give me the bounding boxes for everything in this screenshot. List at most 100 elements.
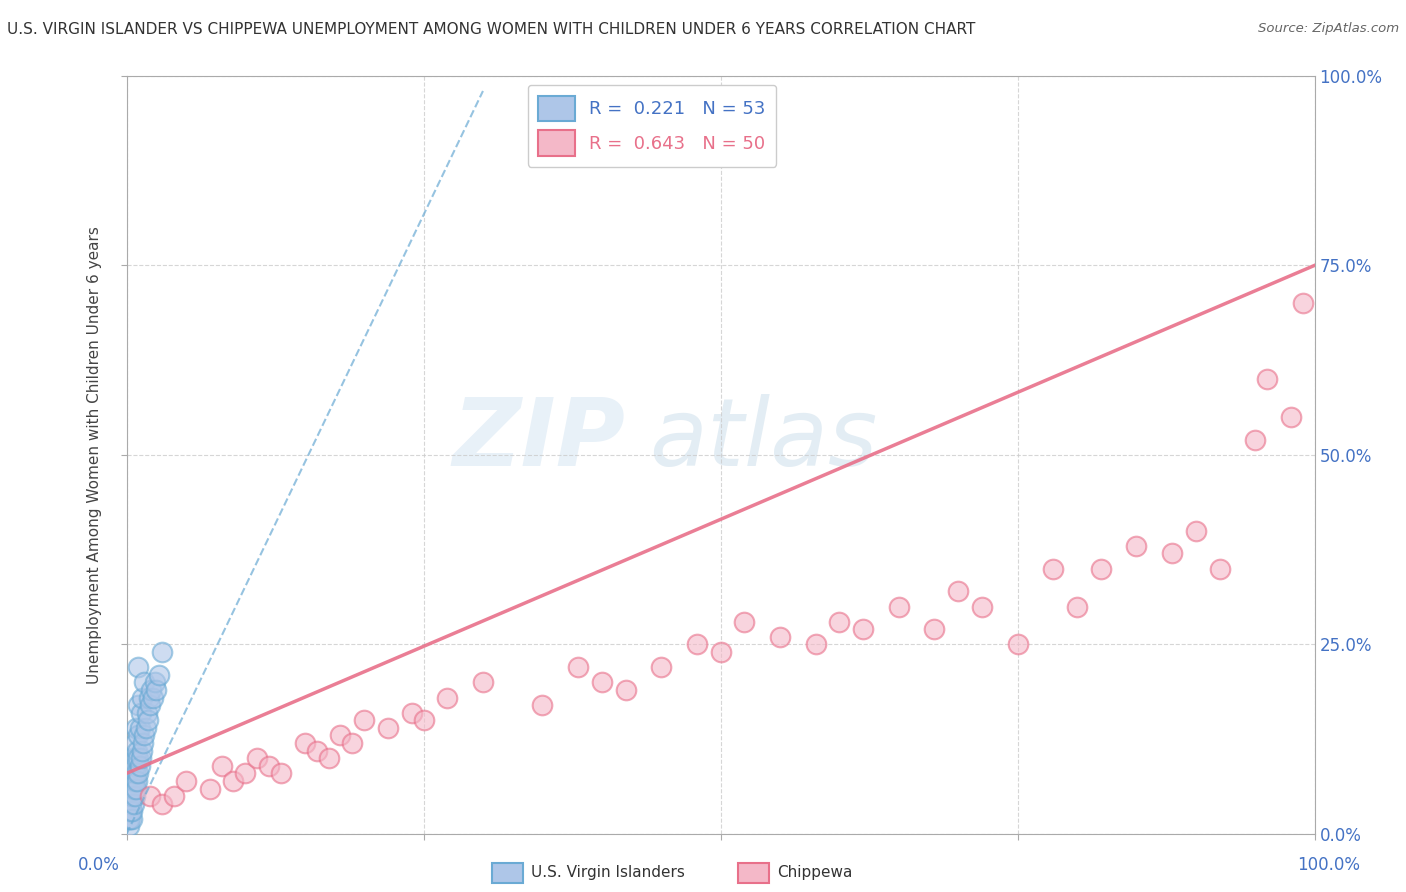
Point — [710, 645, 733, 659]
Point — [828, 615, 851, 629]
Point — [1066, 599, 1088, 614]
Point — [120, 797, 142, 811]
Point — [129, 751, 152, 765]
Point — [121, 774, 143, 789]
Point — [124, 736, 146, 750]
Point — [125, 781, 148, 796]
Point — [131, 690, 153, 705]
Point — [148, 667, 170, 681]
Point — [650, 660, 672, 674]
Point — [121, 812, 143, 826]
Point — [401, 706, 423, 720]
Point — [138, 690, 160, 705]
Point — [134, 675, 156, 690]
Point — [852, 623, 875, 637]
Point — [1256, 372, 1278, 386]
Point — [1042, 562, 1064, 576]
Point — [377, 721, 399, 735]
Point — [1090, 562, 1112, 576]
Text: 100.0%: 100.0% — [1298, 855, 1360, 873]
Point — [121, 789, 143, 804]
Point — [134, 728, 156, 742]
Point — [121, 805, 143, 819]
Point — [127, 774, 149, 789]
Point — [294, 736, 316, 750]
Point — [769, 630, 792, 644]
Point — [127, 751, 149, 765]
Text: Source: ZipAtlas.com: Source: ZipAtlas.com — [1258, 22, 1399, 36]
FancyBboxPatch shape — [492, 863, 523, 883]
Point — [139, 698, 162, 712]
Point — [887, 599, 910, 614]
Point — [135, 706, 157, 720]
Point — [131, 744, 153, 758]
Point — [125, 766, 148, 780]
Point — [198, 781, 221, 796]
Point — [222, 774, 245, 789]
Point — [353, 714, 375, 728]
Point — [124, 758, 146, 772]
FancyBboxPatch shape — [738, 863, 769, 883]
Point — [124, 774, 146, 789]
Point — [150, 645, 173, 659]
Point — [127, 766, 149, 780]
Point — [1161, 546, 1184, 561]
Point — [1185, 524, 1208, 538]
Point — [120, 805, 142, 819]
Point — [136, 714, 159, 728]
Legend: R =  0.221   N = 53, R =  0.643   N = 50: R = 0.221 N = 53, R = 0.643 N = 50 — [527, 85, 776, 167]
Point — [120, 797, 142, 811]
Point — [122, 797, 145, 811]
Point — [686, 637, 709, 651]
Point — [120, 781, 142, 796]
Point — [128, 721, 150, 735]
Point — [1244, 433, 1267, 447]
Point — [163, 789, 186, 804]
Point — [125, 721, 148, 735]
Point — [128, 758, 150, 772]
Text: atlas: atlas — [650, 394, 877, 485]
Point — [125, 751, 148, 765]
Point — [141, 683, 163, 698]
Point — [211, 758, 233, 772]
Point — [412, 714, 434, 728]
Point — [531, 698, 554, 712]
Point — [118, 805, 141, 819]
Point — [614, 683, 637, 698]
Point — [1279, 409, 1302, 424]
Point — [143, 675, 166, 690]
Point — [1125, 539, 1147, 553]
Point — [1292, 296, 1315, 310]
Point — [948, 584, 970, 599]
Point — [121, 751, 143, 765]
Point — [118, 812, 141, 826]
Text: Chippewa: Chippewa — [778, 865, 853, 880]
Text: 0.0%: 0.0% — [77, 855, 120, 873]
Point — [804, 637, 827, 651]
Point — [120, 789, 142, 804]
Text: ZIP: ZIP — [453, 393, 626, 486]
Point — [305, 744, 328, 758]
Point — [120, 812, 142, 826]
Point — [132, 736, 155, 750]
Point — [150, 797, 173, 811]
Point — [120, 805, 142, 819]
Point — [1208, 562, 1230, 576]
Y-axis label: Unemployment Among Women with Children Under 6 years: Unemployment Among Women with Children U… — [87, 226, 103, 684]
Point — [1007, 637, 1029, 651]
Point — [591, 675, 613, 690]
Text: U.S. VIRGIN ISLANDER VS CHIPPEWA UNEMPLOYMENT AMONG WOMEN WITH CHILDREN UNDER 6 : U.S. VIRGIN ISLANDER VS CHIPPEWA UNEMPLO… — [7, 22, 976, 37]
Point — [233, 766, 257, 780]
Point — [142, 690, 165, 705]
Point — [733, 615, 755, 629]
Point — [472, 675, 495, 690]
Point — [174, 774, 197, 789]
Text: U.S. Virgin Islanders: U.S. Virgin Islanders — [531, 865, 685, 880]
Point — [129, 706, 152, 720]
Point — [145, 683, 167, 698]
Point — [270, 766, 292, 780]
Point — [127, 728, 149, 742]
Point — [118, 820, 141, 834]
Point — [135, 721, 157, 735]
Point — [246, 751, 269, 765]
